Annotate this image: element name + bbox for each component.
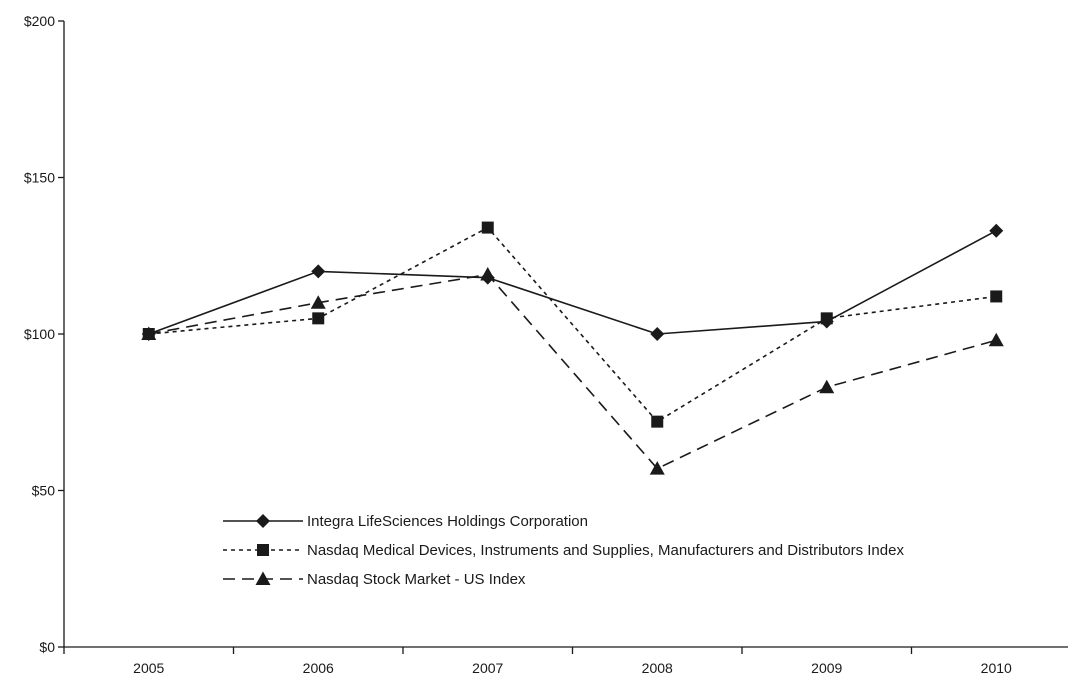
x-tick-label: 2006 xyxy=(303,660,334,676)
legend-marker xyxy=(256,514,270,528)
series-2 xyxy=(142,221,1003,428)
series-line xyxy=(148,226,997,423)
legend-item-3: Nasdaq Stock Market - US Index xyxy=(223,571,526,588)
y-tick-label: $50 xyxy=(32,483,56,499)
x-tick-label: 2009 xyxy=(811,660,842,676)
data-point xyxy=(989,223,1004,238)
legend-label: Nasdaq Medical Devices, Instruments and … xyxy=(307,542,904,559)
data-point xyxy=(650,327,665,341)
data-point xyxy=(312,312,325,325)
x-tick-label: 2010 xyxy=(981,660,1012,676)
data-point xyxy=(990,290,1003,303)
series-line xyxy=(148,273,997,470)
legend-label: Integra LifeSciences Holdings Corporatio… xyxy=(307,513,588,530)
series-line xyxy=(148,230,997,335)
data-point xyxy=(141,326,157,340)
legend-marker xyxy=(257,544,269,556)
legend-item-2: Nasdaq Medical Devices, Instruments and … xyxy=(223,542,904,559)
data-point xyxy=(651,415,664,428)
x-tick-label: 2008 xyxy=(642,660,673,676)
y-tick-label: $0 xyxy=(39,639,55,655)
x-tick-label: 2007 xyxy=(472,660,503,676)
data-point xyxy=(820,312,833,325)
legend: Integra LifeSciences Holdings Corporatio… xyxy=(223,513,904,588)
data-point xyxy=(310,295,326,309)
data-point xyxy=(481,221,494,234)
legend-label: Nasdaq Stock Market - US Index xyxy=(307,571,526,588)
data-point xyxy=(311,264,326,279)
data-point xyxy=(649,461,665,475)
series-layer xyxy=(141,221,1004,475)
legend-marker xyxy=(255,571,271,585)
y-tick-label: $100 xyxy=(24,326,55,342)
x-tick-label: 2005 xyxy=(133,660,164,676)
series-3 xyxy=(141,267,1004,475)
axes: $0 $50 $100 $150 $200 2005 2006 2007 2008 2009 201… xyxy=(24,13,1068,676)
data-point xyxy=(480,267,496,281)
data-point xyxy=(988,332,1004,347)
data-point xyxy=(819,379,835,394)
y-tick-label: $150 xyxy=(24,170,55,186)
legend-item-1: Integra LifeSciences Holdings Corporatio… xyxy=(223,513,588,530)
y-tick-label: $200 xyxy=(24,13,55,29)
